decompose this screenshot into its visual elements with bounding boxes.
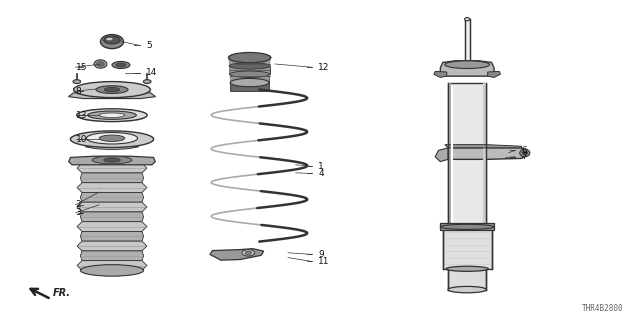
Ellipse shape — [446, 266, 488, 271]
Ellipse shape — [242, 250, 255, 256]
Polygon shape — [434, 71, 447, 77]
Polygon shape — [440, 61, 494, 76]
Text: 13: 13 — [76, 111, 87, 120]
Ellipse shape — [229, 63, 270, 69]
Ellipse shape — [70, 131, 154, 148]
Polygon shape — [210, 249, 264, 260]
Polygon shape — [77, 261, 147, 270]
Text: 4: 4 — [318, 169, 324, 178]
Polygon shape — [228, 58, 271, 83]
Ellipse shape — [445, 61, 490, 68]
Ellipse shape — [465, 18, 470, 21]
Ellipse shape — [228, 52, 271, 63]
Polygon shape — [68, 93, 156, 99]
Polygon shape — [445, 145, 522, 148]
Polygon shape — [77, 222, 147, 231]
Polygon shape — [68, 156, 156, 165]
Ellipse shape — [228, 53, 271, 62]
Text: 14: 14 — [146, 68, 157, 77]
Ellipse shape — [230, 79, 269, 86]
Ellipse shape — [99, 113, 125, 117]
Ellipse shape — [104, 36, 120, 44]
Text: 5: 5 — [146, 41, 152, 50]
Ellipse shape — [77, 109, 147, 122]
Text: 8: 8 — [76, 87, 81, 96]
Ellipse shape — [448, 286, 486, 293]
Ellipse shape — [104, 158, 120, 162]
Bar — [483, 83, 486, 227]
Text: 15: 15 — [76, 63, 87, 72]
Ellipse shape — [81, 265, 143, 276]
Polygon shape — [488, 71, 500, 77]
Polygon shape — [435, 148, 448, 162]
Bar — [448, 83, 486, 227]
Polygon shape — [77, 183, 147, 192]
Text: 6: 6 — [522, 146, 527, 155]
Ellipse shape — [440, 224, 494, 229]
Ellipse shape — [230, 71, 269, 77]
Text: THR4B2800: THR4B2800 — [582, 304, 624, 313]
Ellipse shape — [92, 156, 132, 164]
Polygon shape — [81, 251, 143, 261]
Ellipse shape — [74, 82, 150, 98]
Bar — [448, 269, 486, 290]
Polygon shape — [81, 142, 143, 147]
Text: 10: 10 — [76, 135, 87, 144]
Text: 12: 12 — [318, 63, 330, 72]
Ellipse shape — [245, 251, 252, 254]
Ellipse shape — [116, 63, 126, 67]
Ellipse shape — [104, 87, 120, 92]
Polygon shape — [77, 163, 147, 173]
Text: 2: 2 — [76, 200, 81, 209]
Bar — [443, 227, 492, 269]
Text: 11: 11 — [318, 257, 330, 266]
Polygon shape — [445, 148, 529, 159]
Bar — [448, 83, 451, 227]
Ellipse shape — [86, 132, 138, 144]
Text: 7: 7 — [522, 152, 527, 161]
Ellipse shape — [73, 80, 81, 84]
Polygon shape — [230, 83, 269, 91]
Ellipse shape — [522, 151, 527, 155]
Bar — [440, 223, 494, 230]
Ellipse shape — [106, 38, 113, 40]
Text: FR.: FR. — [52, 288, 70, 298]
Ellipse shape — [96, 86, 128, 93]
Bar — [465, 19, 470, 70]
Ellipse shape — [100, 35, 124, 49]
Ellipse shape — [99, 135, 125, 141]
Ellipse shape — [520, 149, 530, 157]
Text: 3: 3 — [76, 208, 81, 217]
Polygon shape — [77, 241, 147, 251]
Polygon shape — [229, 66, 270, 74]
Ellipse shape — [230, 78, 269, 87]
Text: 1: 1 — [318, 162, 324, 171]
Ellipse shape — [97, 62, 104, 66]
Polygon shape — [81, 192, 143, 202]
Ellipse shape — [94, 60, 107, 68]
Text: 9: 9 — [318, 250, 324, 259]
Polygon shape — [81, 173, 143, 183]
Ellipse shape — [88, 111, 136, 119]
Polygon shape — [77, 202, 147, 212]
Ellipse shape — [88, 143, 136, 149]
Polygon shape — [230, 74, 269, 83]
Polygon shape — [81, 212, 143, 222]
Ellipse shape — [112, 61, 130, 68]
Ellipse shape — [143, 80, 151, 84]
Polygon shape — [81, 231, 143, 241]
